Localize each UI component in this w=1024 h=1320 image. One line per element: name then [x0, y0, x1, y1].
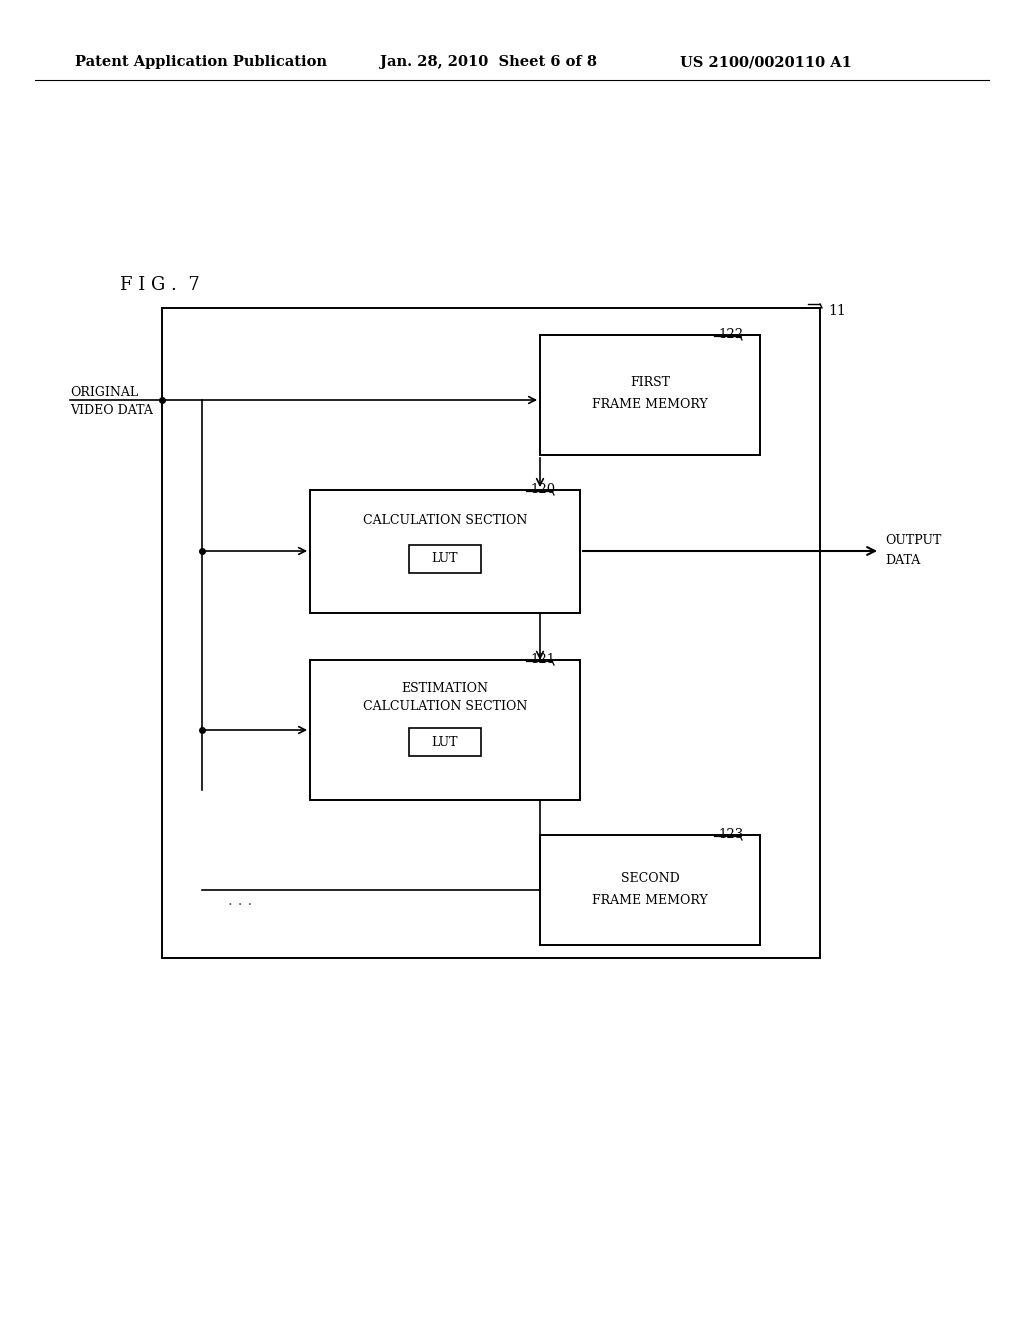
Text: VIDEO DATA: VIDEO DATA: [70, 404, 153, 417]
Text: CALCULATION SECTION: CALCULATION SECTION: [362, 700, 527, 713]
Text: OUTPUT: OUTPUT: [885, 535, 941, 548]
Bar: [162, 308, 820, 958]
Text: 123: 123: [718, 828, 743, 841]
Text: FRAME MEMORY: FRAME MEMORY: [592, 399, 708, 412]
Text: Patent Application Publication: Patent Application Publication: [75, 55, 327, 69]
Text: ORIGINAL: ORIGINAL: [70, 385, 138, 399]
Text: DATA: DATA: [885, 554, 921, 568]
Text: CALCULATION SECTION: CALCULATION SECTION: [362, 513, 527, 527]
Bar: [540, 335, 760, 455]
Bar: [540, 836, 760, 945]
Bar: [409, 729, 481, 756]
Text: F I G .  7: F I G . 7: [120, 276, 200, 294]
Text: US 2100/0020110 A1: US 2100/0020110 A1: [680, 55, 852, 69]
Text: ESTIMATION: ESTIMATION: [401, 681, 488, 694]
Text: 120: 120: [530, 483, 555, 496]
Text: 11: 11: [828, 304, 846, 318]
Text: 122: 122: [718, 327, 743, 341]
Bar: [310, 490, 580, 612]
Text: Jan. 28, 2010  Sheet 6 of 8: Jan. 28, 2010 Sheet 6 of 8: [380, 55, 597, 69]
Text: SECOND: SECOND: [621, 871, 679, 884]
Text: FRAME MEMORY: FRAME MEMORY: [592, 894, 708, 907]
Bar: [409, 545, 481, 573]
Bar: [310, 660, 580, 800]
Text: · · ·: · · ·: [227, 898, 252, 912]
Text: 121: 121: [530, 653, 555, 667]
Text: LUT: LUT: [432, 553, 459, 565]
Text: FIRST: FIRST: [630, 376, 670, 389]
Text: LUT: LUT: [432, 735, 459, 748]
